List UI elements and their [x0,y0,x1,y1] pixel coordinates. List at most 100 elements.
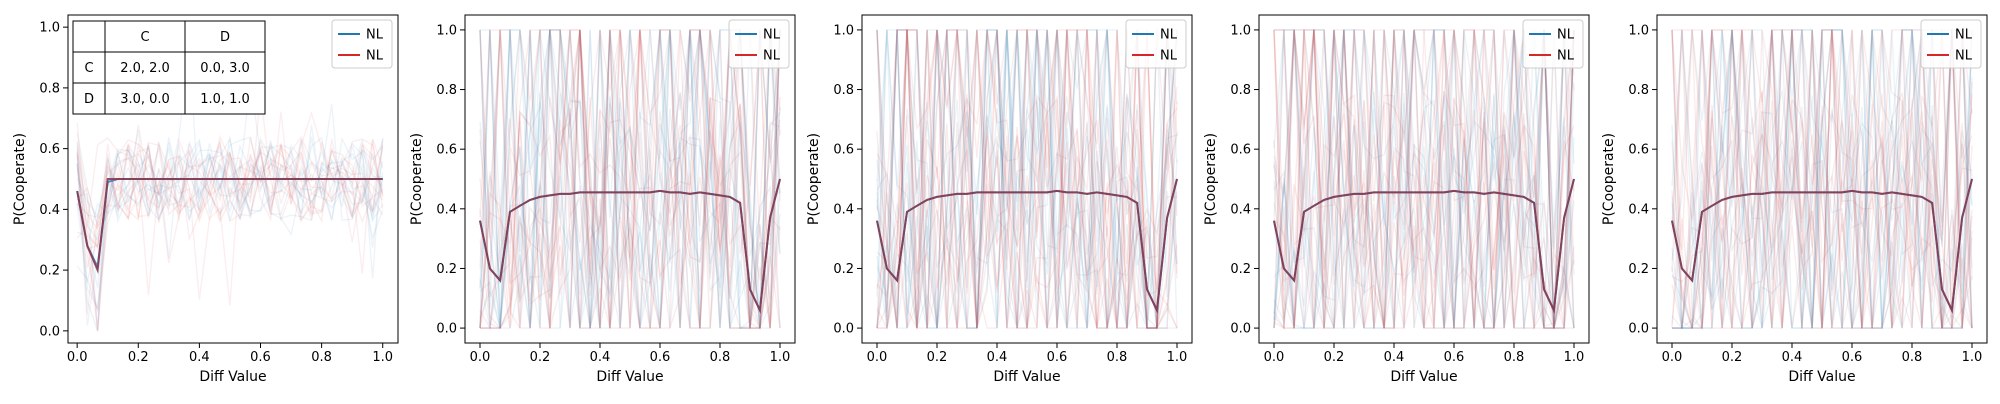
blue-trace-line [76,136,384,223]
axes-frame [861,14,1193,344]
y-tick-label: 0.6 [436,143,457,158]
blue-trace-line [876,29,1177,329]
red-trace-line [76,135,384,313]
red-trace-line [76,111,384,274]
y-tick-label: 0.4 [436,202,457,217]
red-trace-line [1671,29,1973,329]
x-tick-label: 0.0 [867,350,888,365]
blue-trace-line [876,29,1178,329]
blue-trace-line [1672,29,1973,329]
y-tick-label: 1.0 [1628,23,1649,38]
y-tick-label: 0.2 [39,264,60,279]
red-trace-line [1273,29,1575,329]
x-tick-label: 0.8 [710,350,731,365]
y-tick-label: 0.6 [1230,143,1251,158]
y-tick-label: 0.4 [39,203,60,218]
blue-trace-line [76,132,384,228]
y-tick-label: 0.8 [833,83,854,98]
blue-trace-line [479,29,781,329]
x-axis-label: Diff Value [596,369,663,385]
x-tick-label: 0.8 [1107,350,1128,365]
blue-trace-line [76,137,384,288]
y-tick-label: 1.0 [436,23,457,38]
red-trace-line [876,29,1178,329]
x-tick-label: 0.2 [927,350,948,365]
plot-area [1273,29,1575,331]
blue-trace-line [1671,29,1973,329]
table-cell: D [84,92,94,107]
legend-label: NL [366,28,384,43]
blue-trace-line [1671,29,1973,329]
x-tick-label: 0.6 [250,350,271,365]
blue-trace-line [1273,29,1575,329]
red-trace-line [876,29,1178,331]
series-line-red [1671,178,1973,314]
red-trace-line [1274,29,1575,329]
red-trace-line [1672,29,1973,329]
x-tick-label: 0.2 [1722,350,1743,365]
legend-box [331,19,393,69]
axes-frame [67,14,399,344]
x-tick-label: 0.6 [650,350,671,365]
blue-trace-line [1273,29,1575,329]
x-tick-label: 1.0 [770,350,791,365]
red-trace-line [876,29,1178,329]
red-trace-line [1273,29,1575,329]
series-line-red [76,178,383,275]
red-trace-line [76,134,384,239]
legend-label: NL [1557,28,1575,43]
blue-trace-line [1273,29,1575,329]
x-tick-label: 0.6 [1842,350,1863,365]
red-trace-line [76,142,384,250]
blue-trace-line [876,29,1178,329]
red-trace-line [876,29,1178,329]
blue-trace-line [876,29,1178,329]
legend-box [1125,19,1187,69]
table-cell: C [84,61,93,76]
blue-trace-line [479,29,781,329]
payoff-table: C D C 2.0, 2.0 0.0, 3.0 D 3.0, 0.0 1.0, 1.0 [72,20,266,115]
legend-box [1920,19,1982,69]
y-tick-label: 0.0 [1230,322,1251,337]
blue-trace-line [479,29,780,329]
x-tick-label: 0.0 [470,350,491,365]
blue-trace-line [1273,29,1575,331]
table-header-cell: D [220,30,230,45]
series-line-red [1273,178,1575,314]
legend-box [728,19,790,69]
y-tick-label: 1.0 [1230,23,1251,38]
red-trace-line [1274,29,1575,329]
y-tick-label: 0.2 [436,262,457,277]
plot-area [76,45,384,332]
blue-trace-line [76,136,383,248]
red-trace-line [479,29,781,329]
red-trace-line [876,29,1178,329]
red-trace-line [76,124,384,230]
red-trace-line [1273,29,1575,329]
legend-label: NL [1955,28,1973,43]
legend-label: NL [763,49,781,64]
red-trace-line [876,29,1178,329]
blue-trace-line [480,29,781,329]
red-trace-line [1671,29,1973,329]
red-trace-line [479,29,781,330]
x-tick-label: 1.0 [1962,350,1983,365]
red-trace-line [876,29,1178,329]
table-cell: 2.0, 2.0 [120,61,170,76]
chart-panel-3: 0.0 0.2 0.4 0.6 0.8 1.0 0.0 0.2 0.4 0.6 0.8 1.0 Diff… [806,14,1193,385]
red-trace-line [479,29,781,331]
axes-frame [464,14,796,344]
blue-trace-line [76,124,384,332]
y-axis-label: P(Cooperate) [409,133,425,225]
red-trace-line [876,29,1178,329]
blue-trace-line [876,29,1177,329]
blue-trace-line [77,103,384,331]
blue-trace-line [1671,29,1973,331]
red-trace-line [1273,29,1575,329]
blue-trace-line [76,136,384,242]
red-trace-line [76,93,384,306]
blue-trace-line [1671,29,1973,329]
red-trace-line [1671,29,1973,329]
y-tick-label: 1.0 [39,21,60,36]
